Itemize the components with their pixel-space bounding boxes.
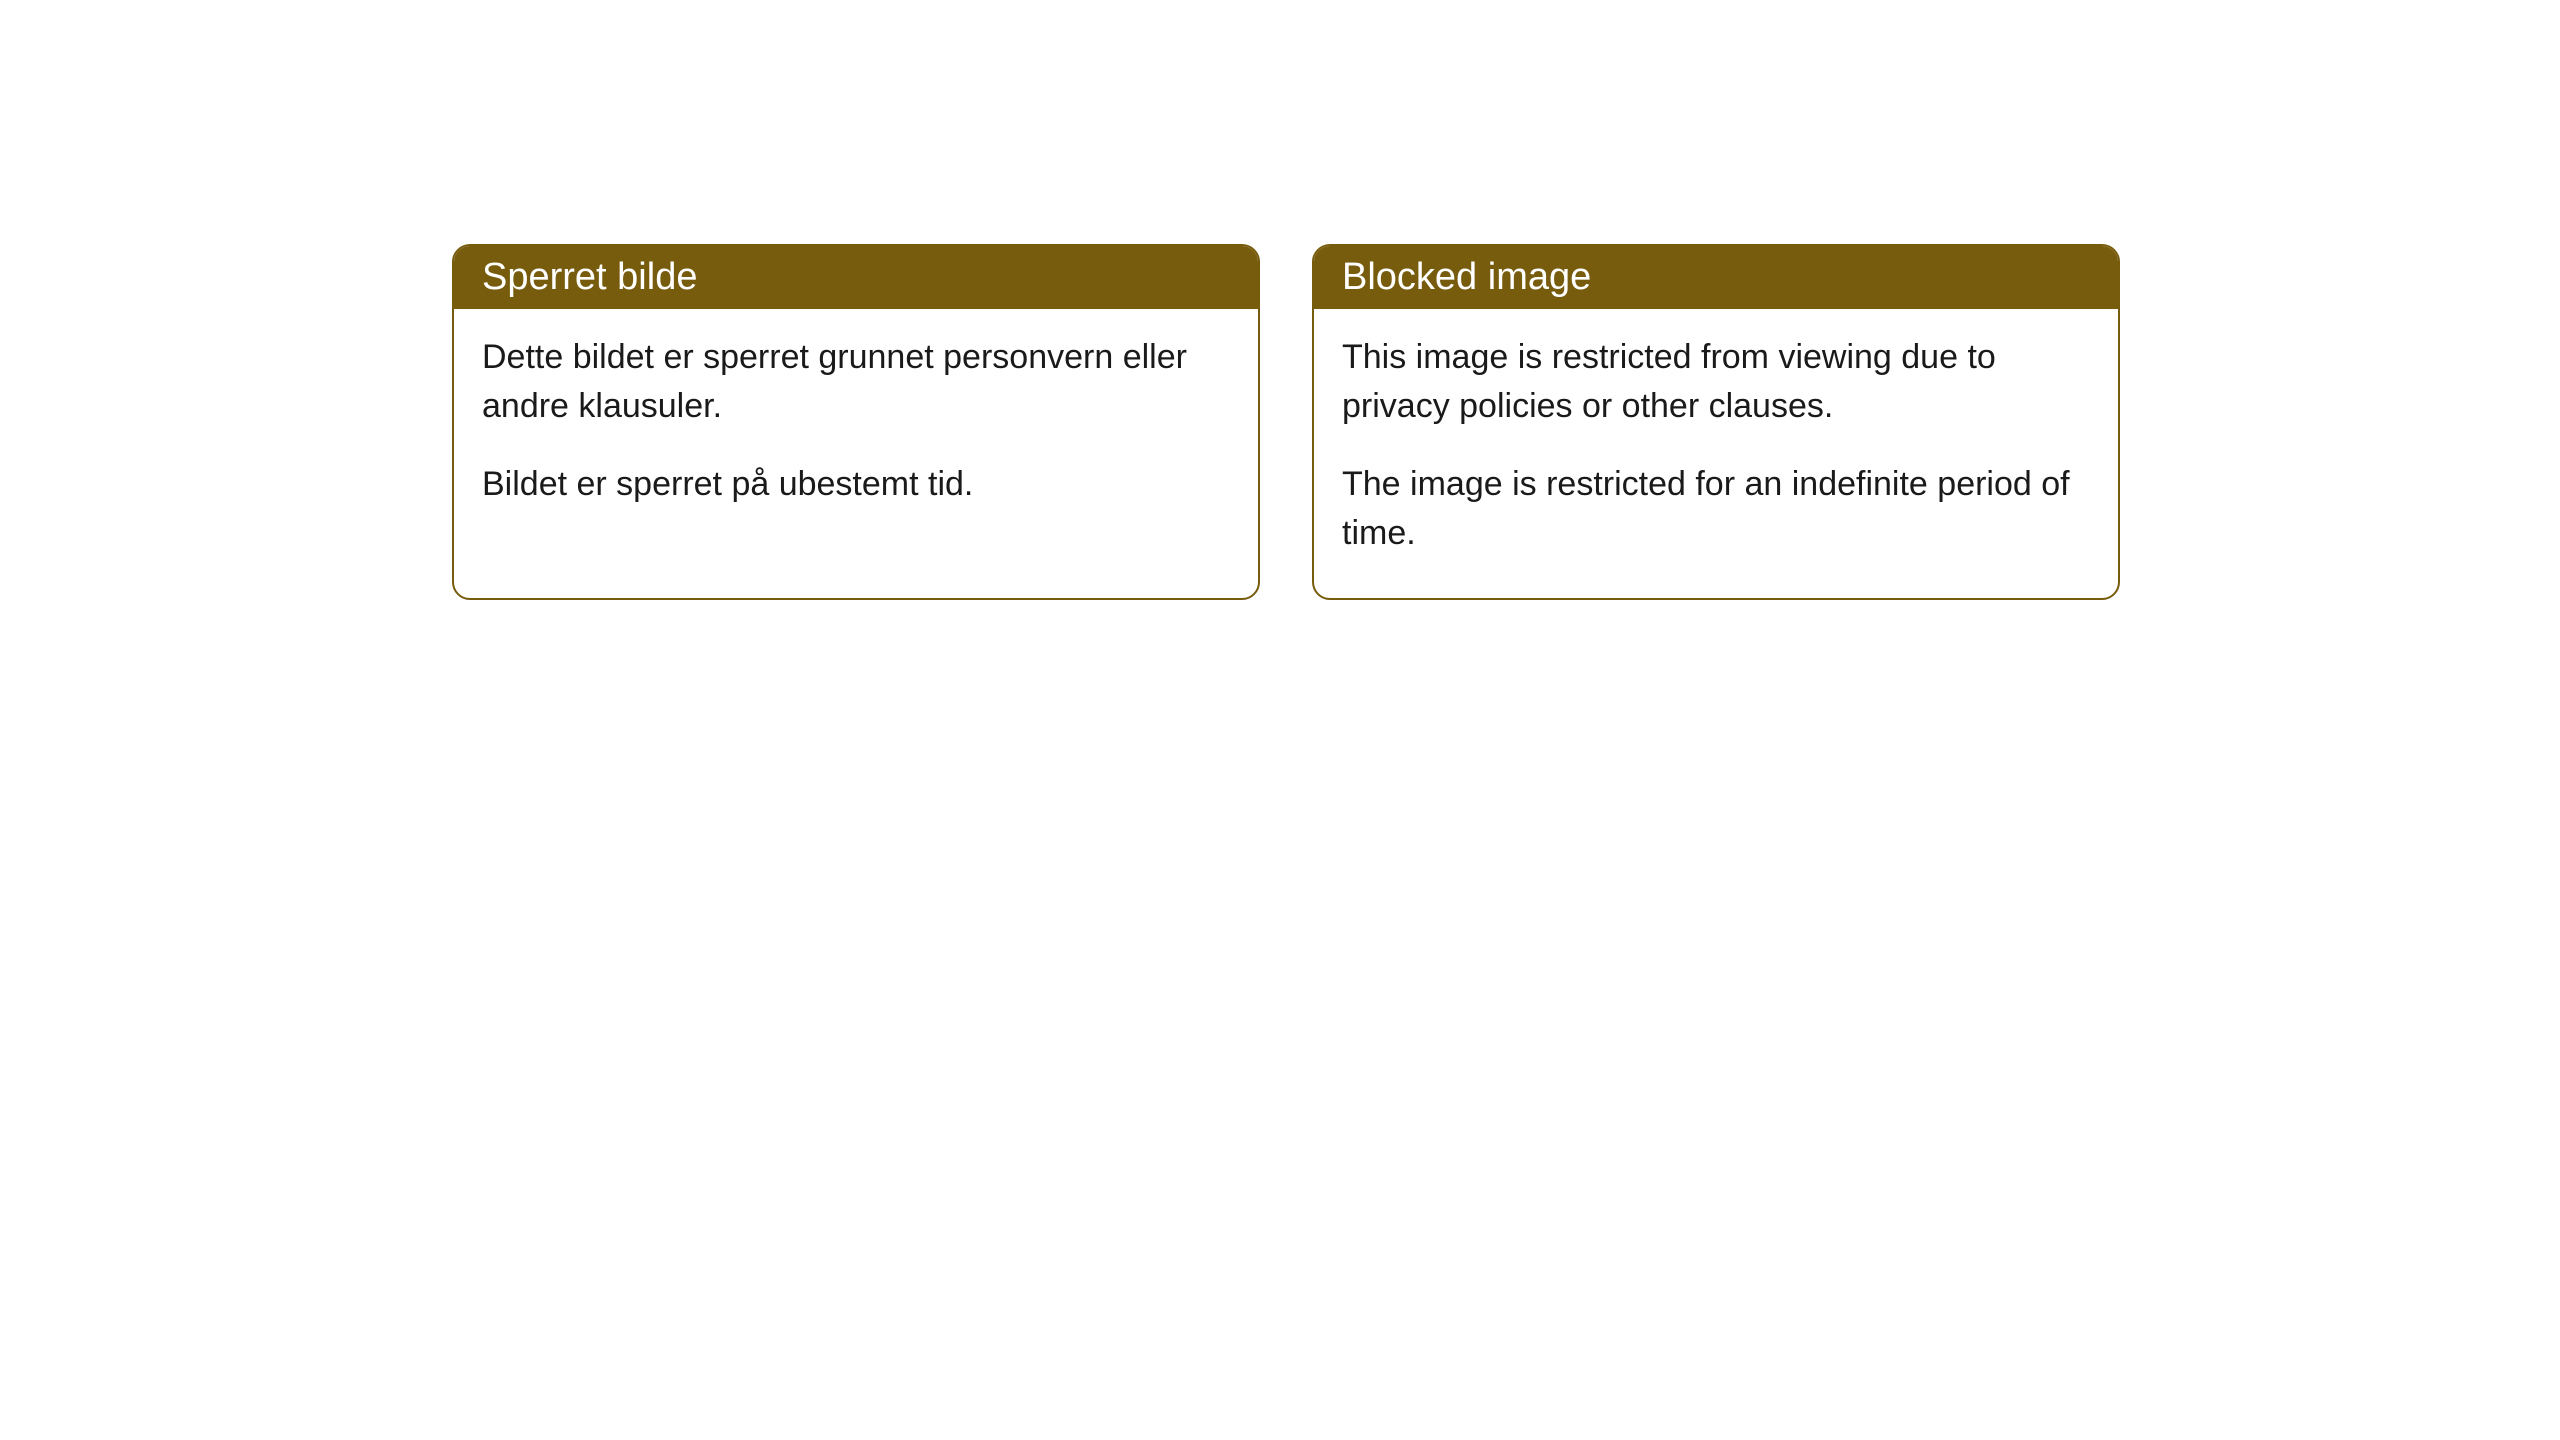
card-body-norwegian: Dette bildet er sperret grunnet personve… [454, 309, 1258, 549]
card-body-english: This image is restricted from viewing du… [1314, 309, 2118, 598]
card-paragraph-2: Bildet er sperret på ubestemt tid. [482, 460, 1230, 509]
card-paragraph-1: Dette bildet er sperret grunnet personve… [482, 333, 1230, 432]
card-title: Sperret bilde [482, 256, 697, 298]
card-title: Blocked image [1342, 256, 1591, 298]
card-header-norwegian: Sperret bilde [454, 246, 1258, 309]
notice-card-english: Blocked image This image is restricted f… [1312, 244, 2120, 600]
card-header-english: Blocked image [1314, 246, 2118, 309]
notice-cards-container: Sperret bilde Dette bildet er sperret gr… [452, 244, 2120, 600]
card-paragraph-1: This image is restricted from viewing du… [1342, 333, 2090, 432]
card-paragraph-2: The image is restricted for an indefinit… [1342, 460, 2090, 559]
notice-card-norwegian: Sperret bilde Dette bildet er sperret gr… [452, 244, 1260, 600]
